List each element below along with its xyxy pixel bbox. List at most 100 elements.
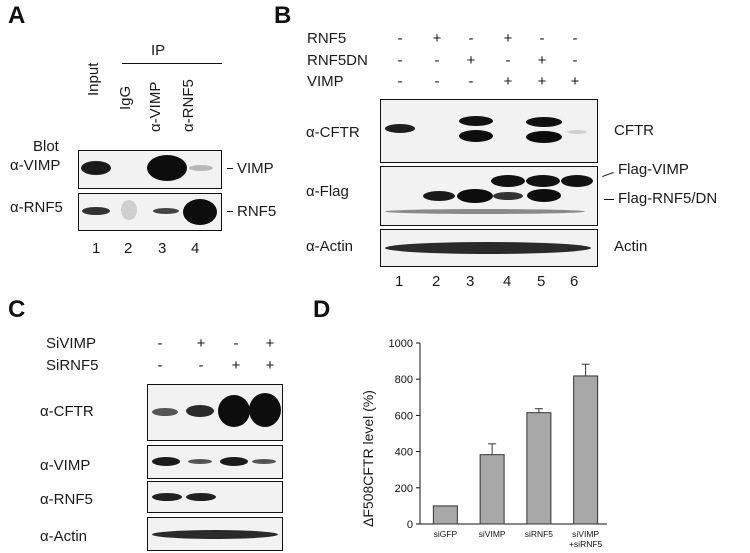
x-tick-label: siRNF5	[525, 529, 554, 539]
lane-number: 6	[570, 273, 579, 290]
vimp-tick	[227, 168, 233, 169]
blot-c-rnf5	[147, 481, 283, 513]
sign: -	[397, 30, 403, 47]
sign: +	[196, 335, 206, 352]
row-label-avimp-c: α-VIMP	[40, 457, 91, 474]
lane-number: 3	[466, 273, 475, 290]
row-label-acftr-c: α-CFTR	[40, 403, 94, 420]
sign: -	[468, 73, 474, 90]
band	[526, 175, 560, 187]
band	[491, 175, 525, 187]
row-label-arnf5-c: α-RNF5	[40, 491, 93, 508]
band	[183, 199, 217, 225]
sign: -	[198, 357, 204, 374]
band	[218, 395, 250, 427]
band	[189, 165, 213, 171]
ip-header: IP	[151, 42, 166, 59]
row-label-aflag: α-Flag	[306, 183, 349, 200]
y-tick-label: 800	[395, 374, 413, 386]
condition-label-sivimp: SiVIMP	[46, 335, 97, 352]
band	[186, 493, 216, 501]
sign: -	[468, 30, 474, 47]
sign: +	[265, 357, 275, 374]
sign: -	[572, 30, 578, 47]
sign: +	[537, 73, 547, 90]
x-tick-label: siVIMP	[572, 529, 599, 539]
band	[527, 189, 561, 202]
band	[252, 459, 276, 464]
right-label-actin-b: Actin	[614, 238, 648, 255]
sign: +	[570, 73, 580, 90]
blot-c-actin	[147, 517, 283, 551]
lane-number: 1	[395, 273, 404, 290]
bar	[573, 375, 599, 525]
x-tick-label: siVIMP	[479, 529, 506, 539]
y-tick-label: 1000	[389, 338, 413, 350]
right-label-flag-rnf5dn: Flag-RNF5/DN	[618, 190, 718, 207]
band	[526, 131, 562, 143]
band	[385, 124, 415, 133]
rnf5-tick	[227, 211, 233, 212]
blot-b-actin	[380, 229, 598, 267]
y-tick-label: 0	[407, 519, 413, 531]
condition-label-rnf5: RNF5	[307, 30, 347, 47]
sign: -	[539, 30, 545, 47]
panel-letter-a: A	[8, 2, 26, 29]
panel-letter-d: D	[313, 296, 331, 323]
bar	[432, 505, 458, 525]
sign: -	[505, 52, 511, 69]
band	[152, 457, 180, 466]
band	[385, 242, 591, 254]
condition-label-vimp: VIMP	[307, 73, 344, 90]
sign: -	[157, 335, 163, 352]
blot-label: Blot	[33, 138, 59, 155]
sign: +	[503, 73, 513, 90]
x-tick-label: siGFP	[434, 529, 458, 539]
band	[121, 200, 137, 220]
lane-number: 2	[432, 273, 441, 290]
lane-number: 4	[503, 273, 512, 290]
sign: +	[231, 357, 241, 374]
lane-number: 3	[158, 240, 167, 257]
band	[153, 208, 179, 214]
band	[147, 155, 187, 181]
band	[457, 189, 493, 203]
row-label-aactin-c: α-Actin	[40, 528, 88, 545]
blot-b-flag	[380, 166, 598, 226]
sign: +	[432, 30, 442, 47]
sign: -	[157, 357, 163, 374]
band	[152, 408, 178, 416]
lane-number: 2	[124, 240, 133, 257]
right-label-flag-vimp: Flag-VIMP	[618, 161, 689, 178]
sign: -	[397, 73, 403, 90]
band	[81, 161, 111, 175]
row-label-acftr-b: α-CFTR	[306, 124, 360, 141]
lane-number: 5	[537, 273, 546, 290]
row-label-aactin-b: α-Actin	[306, 238, 354, 255]
band	[82, 207, 110, 215]
sign: +	[265, 335, 275, 352]
sign: -	[572, 52, 578, 69]
sign: -	[233, 335, 239, 352]
sign: -	[397, 52, 403, 69]
blot-a-vimp	[78, 150, 222, 189]
y-tick-label: 600	[395, 410, 413, 422]
band	[188, 459, 212, 464]
band	[526, 117, 562, 127]
sign: -	[434, 52, 440, 69]
ip-bracket-line	[122, 63, 222, 64]
band	[561, 175, 593, 187]
band	[186, 405, 214, 417]
band	[152, 493, 182, 501]
bar	[526, 412, 552, 525]
x-tick-label: +siRNF5	[569, 539, 603, 549]
band	[493, 192, 523, 200]
y-tick-label: 200	[395, 483, 413, 495]
row-label-avimp: α-VIMP	[10, 157, 61, 174]
panel-letter-c: C	[8, 296, 26, 323]
lane-number: 1	[92, 240, 101, 257]
sign: +	[466, 52, 476, 69]
blot-c-vimp	[147, 445, 283, 479]
band	[423, 191, 455, 201]
